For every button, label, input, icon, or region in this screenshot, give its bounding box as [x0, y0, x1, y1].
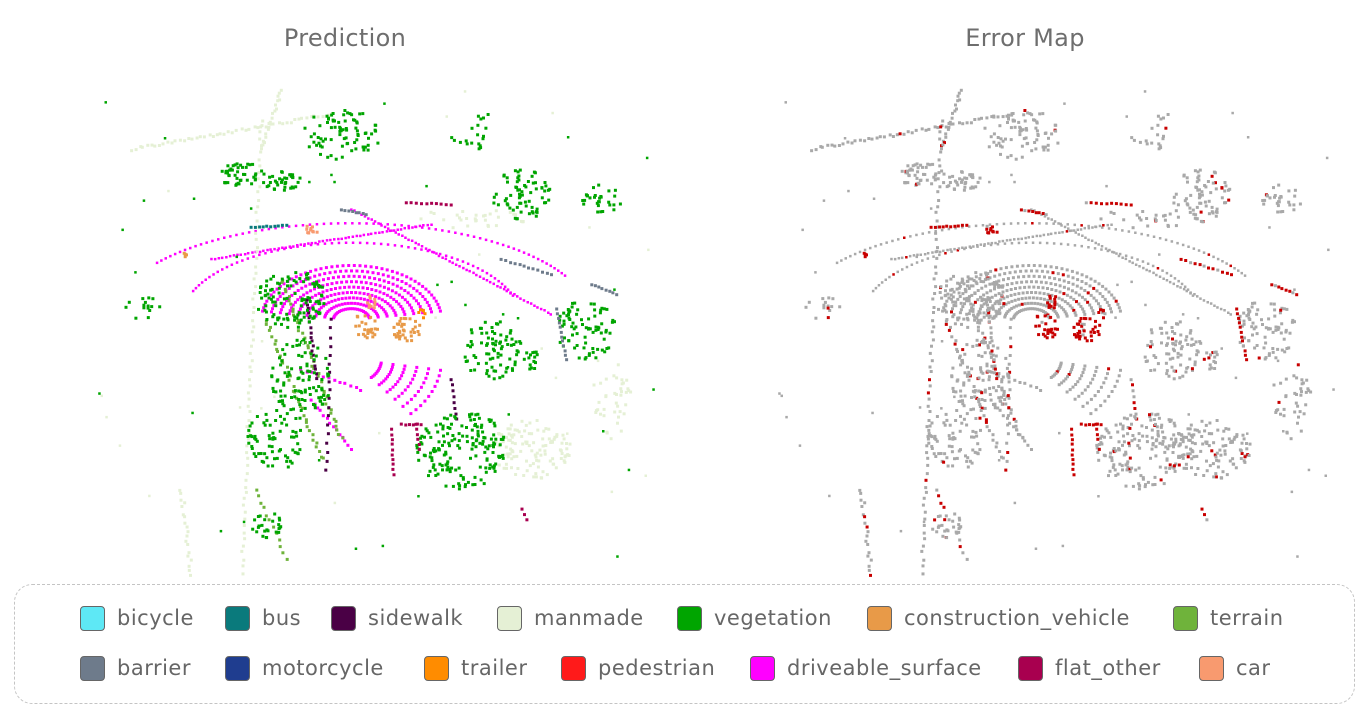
legend-item-driveable-surface: driveable_surface [750, 652, 982, 684]
legend-item-pedestrian: pedestrian [561, 652, 715, 684]
legend-item-manmade: manmade [497, 602, 644, 634]
legend-swatch-bicycle [80, 605, 105, 631]
error-map-panel: Error Map [690, 18, 1360, 578]
legend-label-pedestrian: pedestrian [598, 656, 716, 680]
legend-swatch-vegetation [677, 605, 702, 631]
legend-label-car: car [1236, 656, 1271, 680]
legend-label-construction-vehicle: construction_vehicle [904, 606, 1130, 630]
legend-label-barrier: barrier [117, 656, 191, 680]
legend-label-trailer: trailer [461, 656, 528, 680]
legend-item-sidewalk: sidewalk [331, 602, 463, 634]
legend-label-driveable-surface: driveable_surface [787, 656, 982, 680]
legend-label-sidewalk: sidewalk [368, 606, 464, 630]
legend: bicycle bus sidewalk manmade vegetation … [14, 584, 1355, 704]
legend-swatch-sidewalk [331, 605, 356, 631]
legend-swatch-construction-vehicle [867, 605, 892, 631]
legend-swatch-bus [225, 605, 250, 631]
legend-label-bus: bus [262, 606, 302, 630]
legend-label-flat-other: flat_other [1055, 656, 1161, 680]
legend-item-bus: bus [225, 602, 301, 634]
prediction-title: Prediction [283, 24, 407, 52]
error-map-title: Error Map [965, 24, 1085, 52]
legend-swatch-flat-other [1018, 655, 1043, 681]
legend-item-terrain: terrain [1173, 602, 1284, 634]
legend-item-barrier: barrier [80, 652, 191, 684]
legend-label-bicycle: bicycle [117, 606, 194, 630]
legend-item-flat-other: flat_other [1018, 652, 1161, 684]
legend-swatch-pedestrian [561, 655, 586, 681]
legend-item-construction-vehicle: construction_vehicle [867, 602, 1130, 634]
legend-item-car: car [1199, 652, 1271, 684]
legend-swatch-motorcycle [225, 655, 250, 681]
legend-swatch-terrain [1173, 605, 1198, 631]
legend-label-motorcycle: motorcycle [262, 656, 384, 680]
error-map-point-cloud [778, 88, 1335, 577]
legend-swatch-barrier [80, 655, 105, 681]
legend-item-vegetation: vegetation [677, 602, 832, 634]
legend-label-terrain: terrain [1210, 606, 1284, 630]
legend-label-manmade: manmade [534, 606, 644, 630]
legend-swatch-car [1199, 655, 1224, 681]
legend-item-trailer: trailer [424, 652, 527, 684]
prediction-point-cloud [98, 88, 655, 577]
legend-label-vegetation: vegetation [714, 606, 832, 630]
legend-swatch-trailer [424, 655, 449, 681]
legend-swatch-driveable-surface [750, 655, 775, 681]
prediction-panel: Prediction [10, 18, 680, 578]
legend-item-motorcycle: motorcycle [225, 652, 384, 684]
legend-item-bicycle: bicycle [80, 602, 194, 634]
legend-swatch-manmade [497, 605, 522, 631]
